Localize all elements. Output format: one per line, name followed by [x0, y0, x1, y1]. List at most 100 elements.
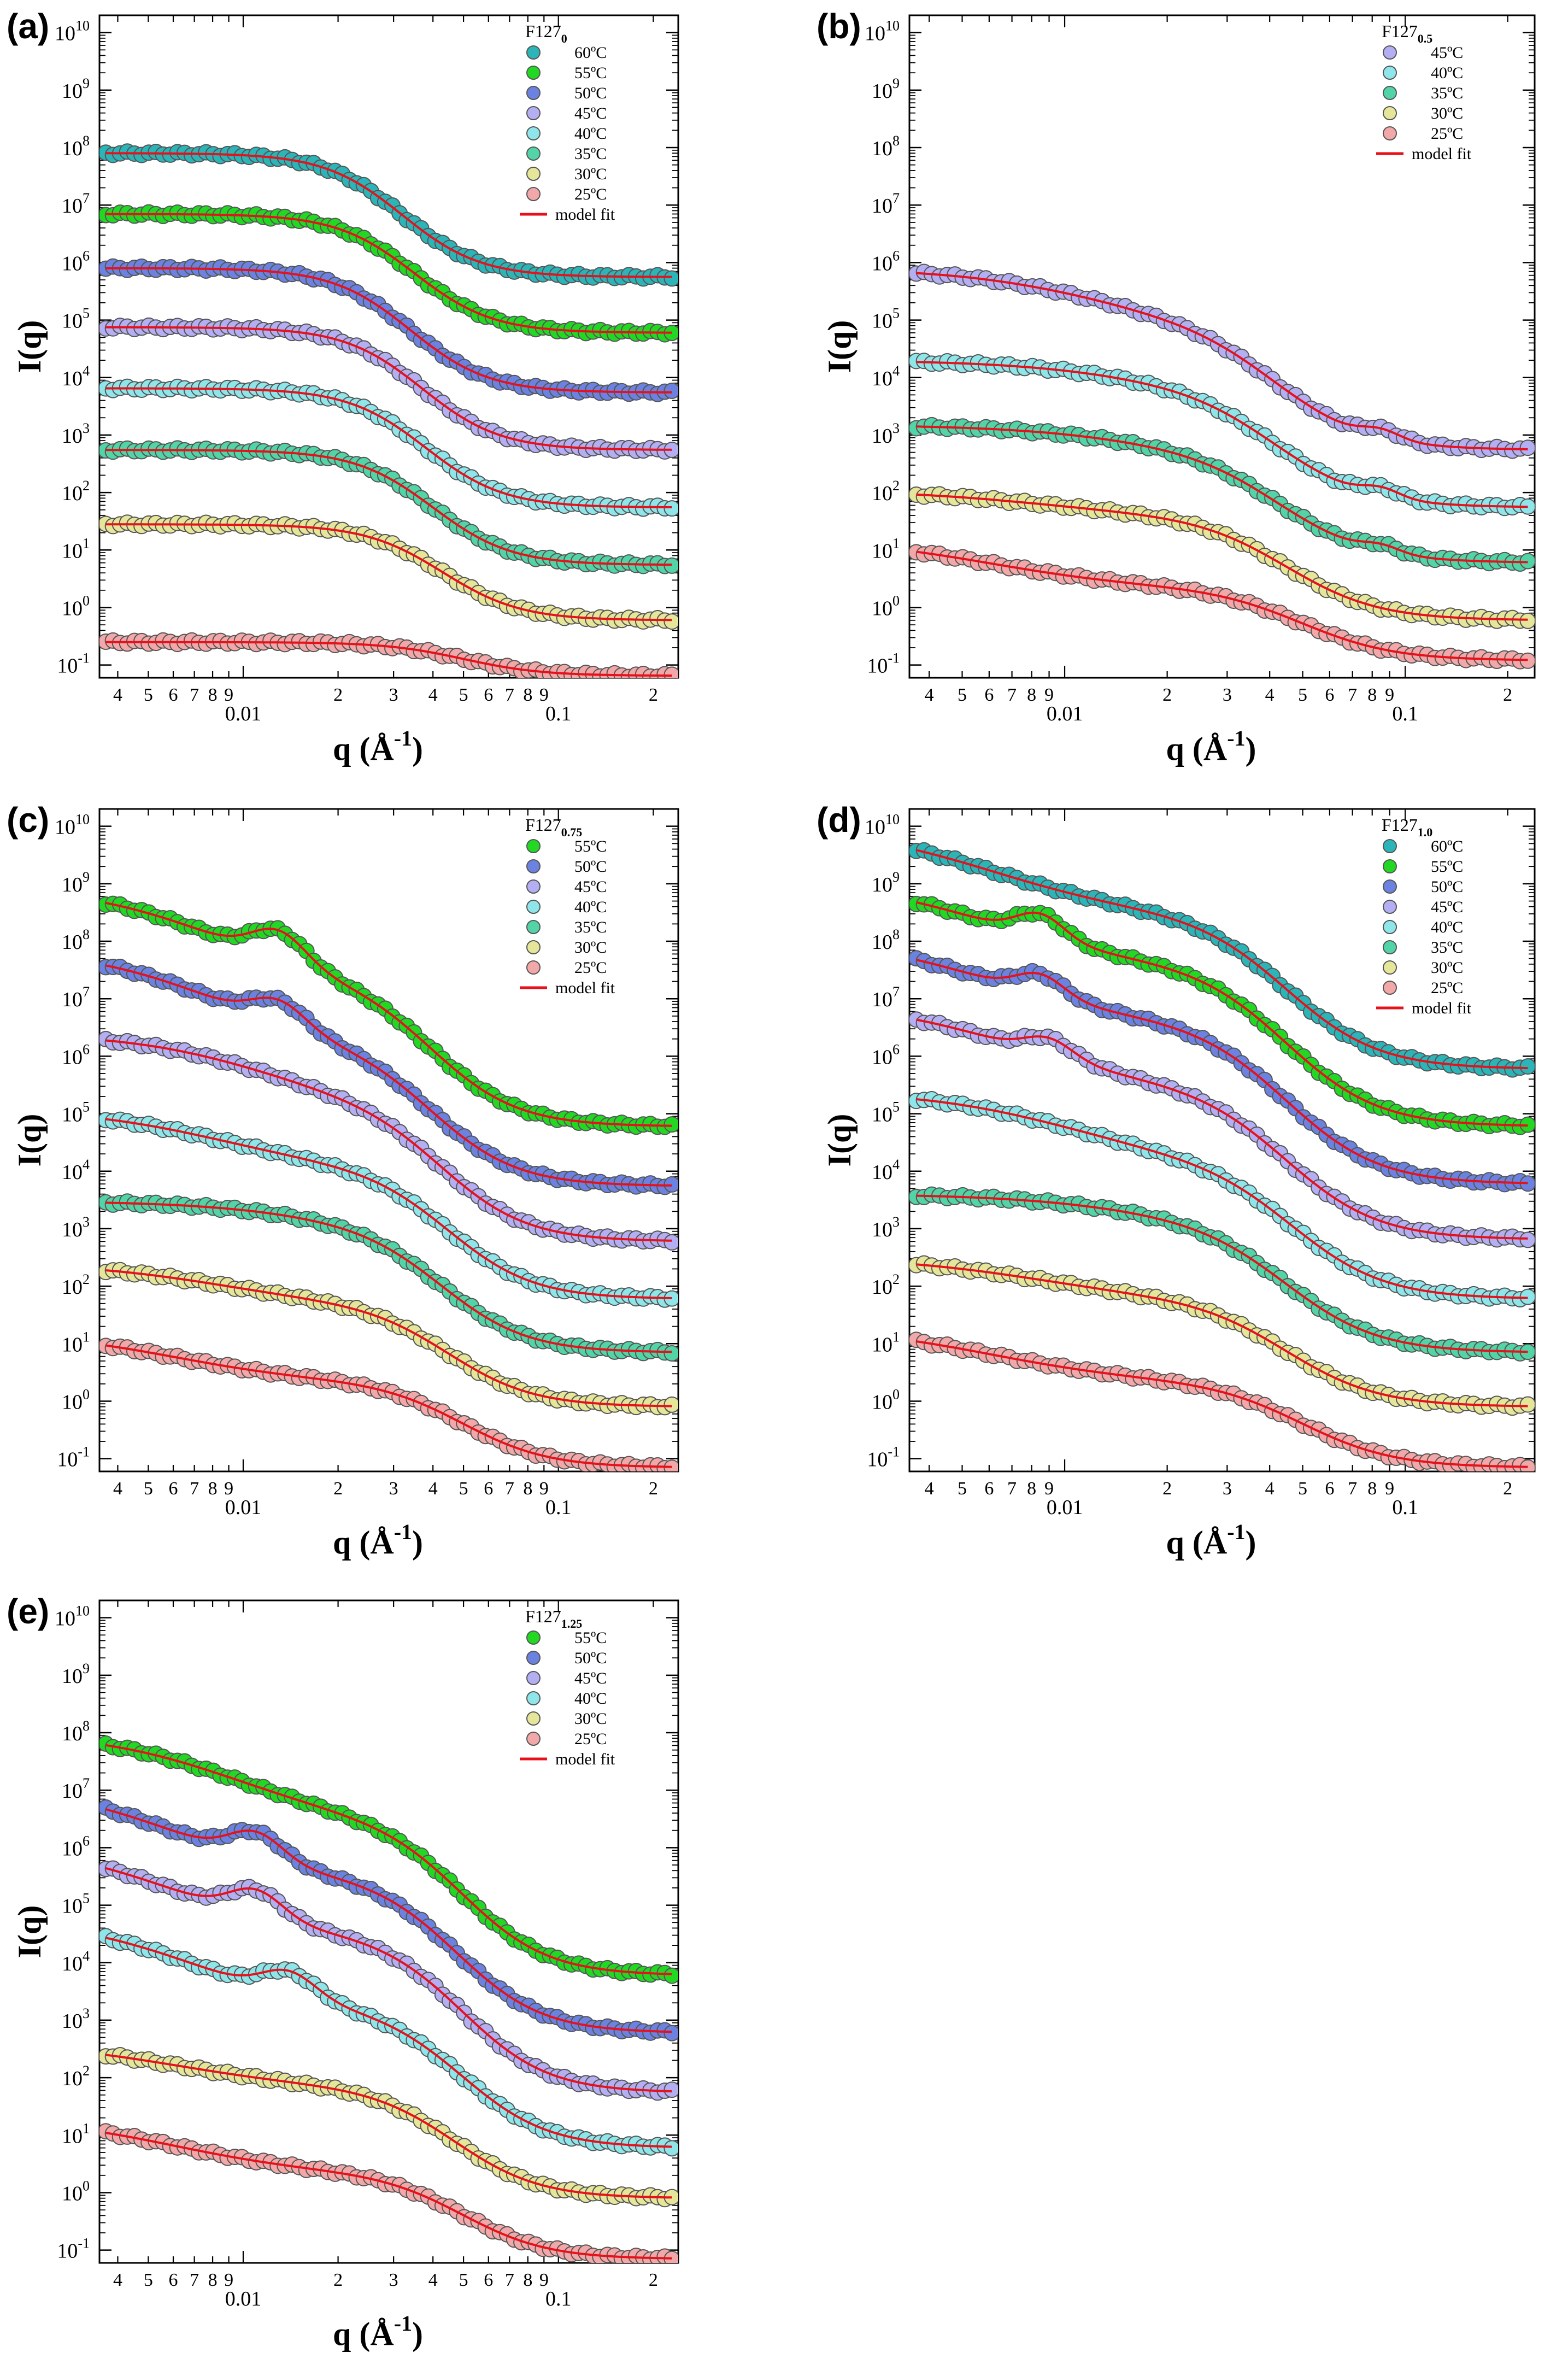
x-tick-label: 0.1	[1392, 702, 1418, 725]
x-tick-label: 0.01	[1047, 702, 1083, 725]
x-tick-label: 2	[333, 2270, 343, 2290]
y-tick-label: 100	[62, 2178, 90, 2205]
x-axis-title: q (Å-1)	[333, 726, 423, 767]
series-25c	[909, 1331, 1535, 1471]
legend-marker	[526, 1630, 541, 1645]
legend-marker	[526, 900, 541, 914]
x-tick-label: 9	[539, 2270, 549, 2290]
x-tick-label: 2	[649, 1479, 658, 1499]
y-tick-label: 101	[62, 2120, 90, 2148]
series-60c	[909, 842, 1535, 1078]
legend-entry-model-fit: model fit	[555, 1750, 615, 1768]
x-tick-label: 9	[1385, 685, 1394, 705]
series-50c	[99, 1799, 678, 2042]
x-tick-label: 3	[389, 685, 398, 705]
x-tick-label: 5	[958, 685, 967, 705]
series-40c	[99, 1928, 678, 2157]
legend-entry: 50ºC	[1431, 878, 1463, 896]
legend-entry: 50ºC	[574, 84, 607, 102]
series-35c	[909, 1186, 1535, 1362]
panel-label: (d)	[817, 800, 861, 840]
legend-marker	[1383, 940, 1397, 954]
x-tick-label: 5	[459, 1479, 468, 1499]
y-tick-label: 100	[872, 1386, 900, 1413]
legend-entry: 40ºC	[574, 125, 607, 143]
model-fit-line	[105, 1808, 672, 2033]
x-tick-label: 0.01	[225, 2287, 262, 2310]
series-45c	[99, 1031, 678, 1251]
legend-entry: 25ºC	[1431, 979, 1463, 997]
x-tick-label: 8	[523, 685, 532, 705]
model-fit-line	[105, 1118, 672, 1299]
x-tick-label: 9	[224, 2270, 233, 2290]
x-tick-label: 7	[190, 685, 199, 705]
y-tick-label: 109	[62, 869, 90, 896]
panel-label: (c)	[7, 800, 49, 840]
legend-marker	[1383, 981, 1397, 995]
y-tick-label: 1010	[55, 812, 90, 839]
x-tick-label: 3	[389, 2270, 398, 2290]
legend-entry: 60ºC	[1431, 837, 1463, 855]
legend-marker	[1383, 859, 1397, 873]
legend-marker	[526, 66, 541, 80]
x-tick-label: 7	[1007, 685, 1017, 705]
plot-area	[909, 842, 1535, 1471]
model-fit-line	[105, 326, 672, 451]
x-tick-label: 5	[459, 2270, 468, 2290]
data-point	[663, 2140, 678, 2157]
plot-frame	[98, 14, 679, 679]
plot-area	[99, 895, 678, 1471]
y-tick-label: 105	[62, 1099, 90, 1127]
x-tick-label: 4	[1265, 685, 1275, 705]
legend-marker	[1383, 879, 1397, 894]
legend-marker	[526, 859, 541, 873]
model-fit-line	[916, 1340, 1528, 1468]
legend-entry: 30ºC	[1431, 959, 1463, 977]
model-fit-line	[105, 1201, 672, 1353]
data-point	[663, 2025, 678, 2042]
x-tick-label: 0.01	[225, 1496, 262, 1519]
legend-entry: 50ºC	[574, 858, 607, 876]
panel-label: (a)	[7, 7, 49, 46]
y-tick-label: 101	[872, 1329, 900, 1356]
panel-label: (e)	[7, 1592, 49, 1631]
legend-entry-model-fit: model fit	[555, 979, 615, 997]
y-tick-label: 108	[62, 133, 90, 160]
series-40c	[909, 1090, 1535, 1307]
legend-entry: 55ºC	[1431, 858, 1463, 876]
x-tick-label: 7	[505, 1479, 514, 1499]
legend-entry: 40ºC	[1431, 918, 1463, 936]
data-point	[1519, 1058, 1535, 1075]
x-tick-label: 8	[1367, 1479, 1377, 1499]
y-tick-label: 105	[872, 1099, 900, 1127]
y-tick-label: 105	[872, 306, 900, 333]
data-point	[663, 500, 678, 517]
legend-entry: 55ºC	[574, 1629, 607, 1647]
legend-entry: 25ºC	[574, 185, 607, 203]
x-tick-label: 5	[1298, 1479, 1307, 1499]
y-tick-label: 1010	[865, 18, 900, 45]
y-tick-label: 101	[62, 535, 90, 562]
x-tick-label: 2	[1162, 1479, 1172, 1499]
legend-marker	[526, 879, 541, 894]
y-tick-label: 104	[62, 1948, 90, 1975]
y-tick-label: 104	[872, 363, 900, 390]
y-tick-label: 103	[62, 2005, 90, 2033]
y-tick-label: 106	[62, 1041, 90, 1069]
y-tick-label: 107	[872, 984, 900, 1011]
legend-title: F1270	[525, 21, 567, 45]
y-tick-label: 104	[62, 1157, 90, 1184]
legend-entry: 35ºC	[1431, 84, 1463, 102]
data-point	[663, 2081, 678, 2098]
legend-entry: 25ºC	[574, 1730, 607, 1748]
x-tick-label: 6	[984, 685, 994, 705]
y-tick-label: 107	[872, 190, 900, 218]
y-tick-label: 102	[872, 1271, 900, 1299]
legend-title: F1271.0	[1382, 815, 1432, 839]
legend-entry: 35ºC	[1431, 938, 1463, 957]
series-55c	[99, 1735, 678, 1984]
y-tick-label: 106	[62, 1833, 90, 1860]
legend-entry: 55ºC	[574, 64, 607, 82]
